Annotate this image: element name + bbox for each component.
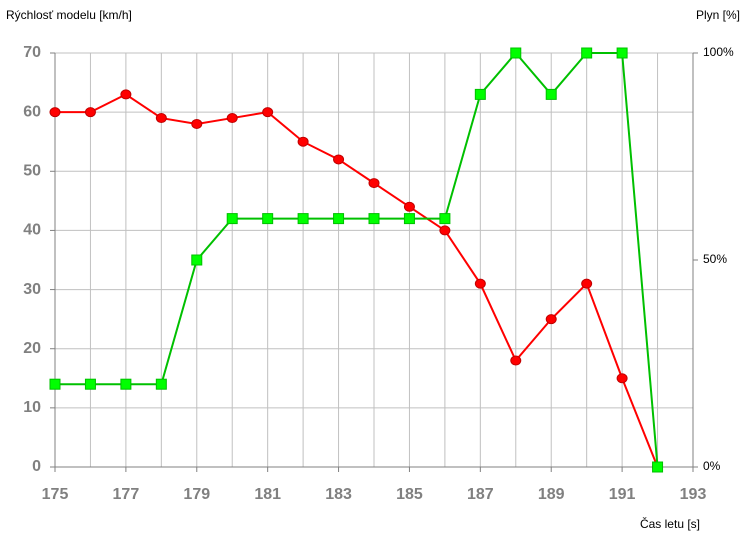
marker bbox=[545, 314, 557, 325]
marker bbox=[191, 118, 203, 129]
marker bbox=[510, 47, 522, 59]
x-tick-label: 177 bbox=[113, 486, 140, 503]
marker bbox=[297, 213, 309, 225]
marker bbox=[474, 278, 486, 289]
marker bbox=[403, 201, 415, 212]
marker bbox=[297, 136, 309, 147]
marker bbox=[333, 213, 345, 225]
marker bbox=[191, 254, 203, 266]
marker bbox=[581, 47, 593, 59]
marker bbox=[616, 373, 628, 384]
x-axis-label: Čas letu [s] bbox=[640, 516, 700, 531]
x-tick-label: 193 bbox=[680, 486, 707, 503]
marker bbox=[545, 88, 557, 100]
y-tick-label: 20 bbox=[23, 340, 41, 357]
marker bbox=[262, 107, 274, 118]
y-tick-label: 40 bbox=[23, 222, 41, 239]
y2-tick-label: 100% bbox=[703, 45, 734, 59]
marker bbox=[49, 378, 61, 390]
y2-tick-label: 0% bbox=[703, 459, 721, 473]
x-tick-label: 179 bbox=[183, 486, 210, 503]
y-tick-label: 50 bbox=[23, 163, 41, 180]
y-tick-label: 60 bbox=[23, 103, 41, 120]
y-tick-label: 70 bbox=[23, 44, 41, 61]
marker bbox=[155, 378, 167, 390]
marker bbox=[84, 107, 96, 118]
x-tick-label: 175 bbox=[42, 486, 69, 503]
marker bbox=[474, 88, 486, 100]
marker bbox=[333, 154, 345, 165]
x-tick-label: 191 bbox=[609, 486, 636, 503]
y-tick-label: 0 bbox=[32, 458, 41, 475]
marker bbox=[439, 225, 451, 236]
y-tick-label: 10 bbox=[23, 399, 41, 416]
series-line bbox=[55, 93, 659, 468]
x-tick-label: 183 bbox=[325, 486, 352, 503]
y2-tick-label: 50% bbox=[703, 252, 727, 266]
marker bbox=[403, 213, 415, 225]
x-tick-label: 181 bbox=[254, 486, 281, 503]
x-tick-label: 185 bbox=[396, 486, 423, 503]
marker bbox=[581, 278, 593, 289]
marker bbox=[49, 107, 61, 118]
marker bbox=[368, 178, 380, 189]
marker bbox=[262, 213, 274, 225]
x-tick-label: 187 bbox=[467, 486, 494, 503]
marker bbox=[652, 461, 664, 473]
marker bbox=[120, 89, 132, 100]
series-line bbox=[55, 51, 659, 468]
marker bbox=[120, 378, 132, 390]
marker bbox=[368, 213, 380, 225]
marker bbox=[226, 213, 238, 225]
marker bbox=[510, 355, 522, 366]
marker bbox=[439, 213, 451, 225]
marker bbox=[84, 378, 96, 390]
marker bbox=[226, 113, 238, 124]
y-axis-label: Rýchlosť modelu [km/h] bbox=[6, 8, 132, 22]
x-tick-label: 189 bbox=[538, 486, 565, 503]
y2-axis-label: Plyn [%] bbox=[696, 8, 740, 22]
marker bbox=[155, 113, 167, 124]
marker bbox=[616, 47, 628, 59]
y-tick-label: 30 bbox=[23, 281, 41, 298]
